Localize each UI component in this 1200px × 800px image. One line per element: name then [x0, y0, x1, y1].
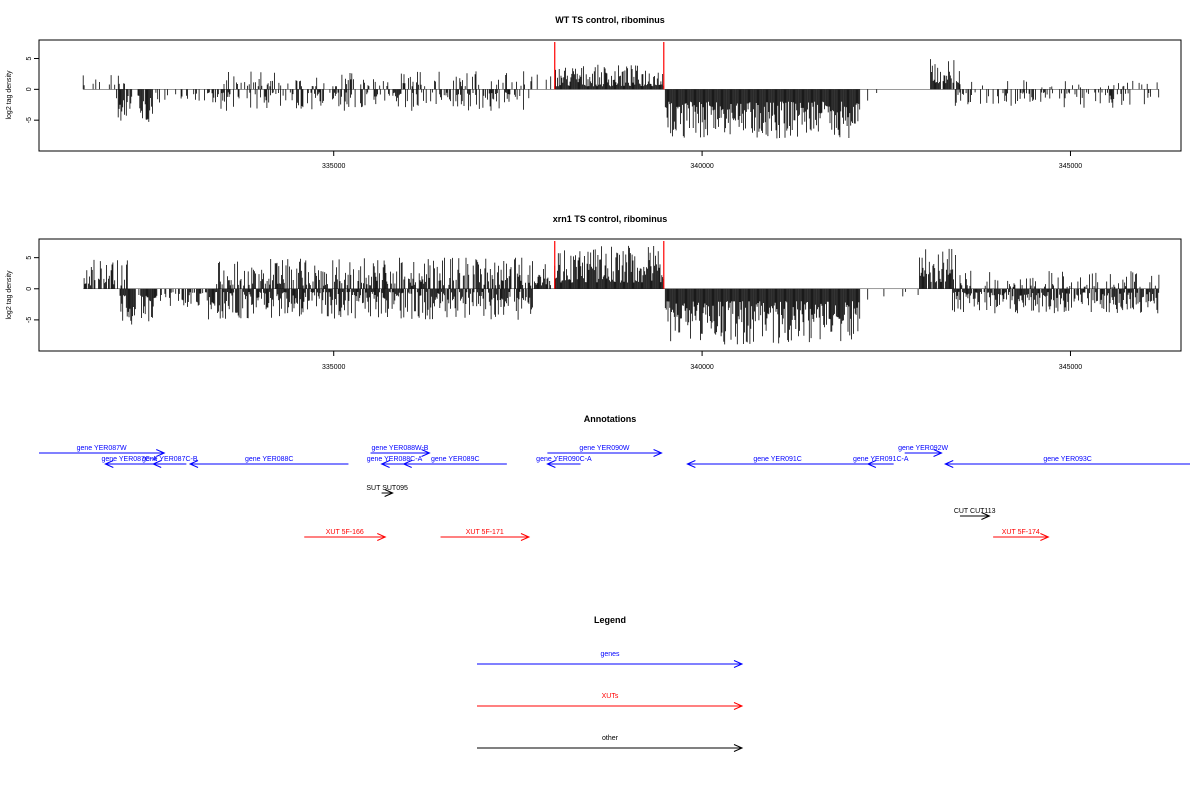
- annotation-label: CUT CUT113: [954, 508, 996, 515]
- panel-wt: WT TS control, ribominus log2 tag densit…: [6, 15, 1182, 170]
- arrow-head: [686, 460, 696, 468]
- signal-bars-wt: [82, 59, 1160, 139]
- annotation-genes: gene YER091C: [686, 456, 868, 468]
- annotation-XUTs: XUT 5F-174: [993, 529, 1050, 541]
- signal-bars-xrn1: [83, 245, 1160, 345]
- annotation-label: gene YER092W: [898, 445, 948, 452]
- annotation-genes: gene YER090W: [547, 445, 663, 457]
- y-axis-label-xrn1: log2 tag density: [6, 270, 13, 320]
- panel-xrn1: xrn1 TS control, ribominus log2 tag dens…: [6, 214, 1182, 371]
- annotation-label: gene YER090C-A: [536, 456, 592, 463]
- y-tick-label: 0: [26, 87, 33, 91]
- x-axis-xrn1: 335000 340000 345000: [322, 351, 1082, 371]
- annotation-genes: gene YER087C-A: [101, 456, 157, 468]
- arrow-head: [733, 660, 744, 668]
- region-markers-xrn1: [554, 241, 665, 289]
- region-markers-wt: [554, 42, 665, 90]
- arrow-head: [933, 449, 943, 457]
- legend-title: Legend: [594, 615, 626, 625]
- legend-label: other: [602, 735, 619, 742]
- y-tick-label: 5: [26, 256, 33, 260]
- annotation-genes: gene YER087W: [39, 445, 166, 457]
- arrow-head: [733, 744, 744, 752]
- x-tick-label: 340000: [690, 364, 713, 371]
- annotation-label: gene YER088C: [245, 456, 294, 463]
- y-tick-label: -5: [26, 117, 33, 123]
- arrow-head: [188, 460, 199, 468]
- annotation-genes: gene YER092W: [898, 445, 949, 457]
- annotation-other: CUT CUT113: [954, 508, 996, 520]
- annotation-label: gene YER087C-A: [101, 456, 157, 463]
- arrow-head: [981, 512, 991, 520]
- arrow-head: [546, 460, 556, 468]
- annotation-label: XUT 5F-166: [326, 529, 364, 536]
- x-tick-label: 335000: [322, 163, 345, 170]
- annotation-label: gene YER090W: [579, 445, 629, 452]
- annotation-label: XUT 5F-174: [1002, 529, 1040, 536]
- x-tick-label: 340000: [690, 163, 713, 170]
- arrow-head: [104, 460, 114, 468]
- arrow-head: [653, 449, 663, 457]
- annotation-XUTs: XUT 5F-166: [304, 529, 387, 541]
- annotation-label: gene YER087W: [77, 445, 127, 452]
- annotation-genes: gene YER088C: [188, 456, 349, 468]
- arrow-head: [943, 460, 954, 468]
- plot-frame-wt: [38, 39, 1182, 152]
- y-tick-label: -5: [26, 317, 33, 323]
- legend-item-genes: genes: [477, 651, 744, 668]
- legend-label: genes: [600, 651, 620, 658]
- annotation-genes: gene YER088C-A: [367, 456, 423, 468]
- x-tick-label: 345000: [1059, 163, 1082, 170]
- legend-panel: Legend genes XUTs other: [477, 615, 744, 752]
- arrow-head: [520, 533, 531, 541]
- arrow-head: [733, 702, 744, 710]
- annotation-label: gene YER091C: [753, 456, 802, 463]
- x-axis-wt: 335000 340000 345000: [322, 151, 1082, 170]
- arrow-head: [380, 460, 390, 468]
- arrow-head: [384, 489, 394, 497]
- arrow-head: [866, 460, 877, 468]
- annotation-label: XUT 5F-171: [466, 529, 504, 536]
- legend-items: genes XUTs other: [477, 651, 744, 752]
- y-axis-xrn1: -5 0 5: [26, 256, 39, 323]
- annotation-genes: gene YER093C: [943, 456, 1190, 468]
- annotation-genes: gene YER089C: [402, 456, 507, 468]
- legend-item-other: other: [477, 735, 744, 752]
- annotation-XUTs: XUT 5F-171: [440, 529, 531, 541]
- arrow-head: [402, 460, 412, 468]
- annotation-label: gene YER089C: [431, 456, 480, 463]
- annotations-title: Annotations: [584, 414, 637, 424]
- arrow-head: [151, 460, 162, 468]
- plot-frame-xrn1: [38, 238, 1182, 352]
- panel-title-wt: WT TS control, ribominus: [555, 15, 665, 25]
- annotation-label: gene YER091C-A: [853, 456, 909, 463]
- annotation-label: gene YER088W-B: [372, 445, 429, 452]
- arrow-head: [156, 449, 166, 457]
- arrow-head: [421, 449, 431, 457]
- annotation-genes: gene YER087C-B: [142, 456, 198, 468]
- y-axis-label-wt: log2 tag density: [6, 70, 13, 120]
- annotation-label: SUT SUT095: [366, 485, 408, 492]
- annotation-label: gene YER088C-A: [367, 456, 423, 463]
- arrow-head: [377, 533, 387, 541]
- y-axis-wt: -5 0 5: [26, 56, 39, 123]
- annotation-genes: gene YER090C-A: [536, 456, 592, 468]
- legend-label: XUTs: [602, 693, 619, 700]
- y-tick-label: 0: [26, 287, 33, 291]
- annotation-genes: gene YER091C-A: [853, 456, 909, 468]
- panel-title-xrn1: xrn1 TS control, ribominus: [553, 214, 668, 224]
- annotation-label: gene YER087C-B: [142, 456, 198, 463]
- x-tick-label: 345000: [1059, 364, 1082, 371]
- annotation-label: gene YER093C: [1043, 456, 1092, 463]
- y-tick-label: 5: [26, 56, 33, 60]
- arrow-head: [1040, 533, 1050, 541]
- annotation-other: SUT SUT095: [366, 485, 408, 497]
- annotation-genes: gene YER088W-B: [370, 445, 431, 457]
- x-tick-label: 335000: [322, 364, 345, 371]
- legend-item-XUTs: XUTs: [477, 693, 744, 710]
